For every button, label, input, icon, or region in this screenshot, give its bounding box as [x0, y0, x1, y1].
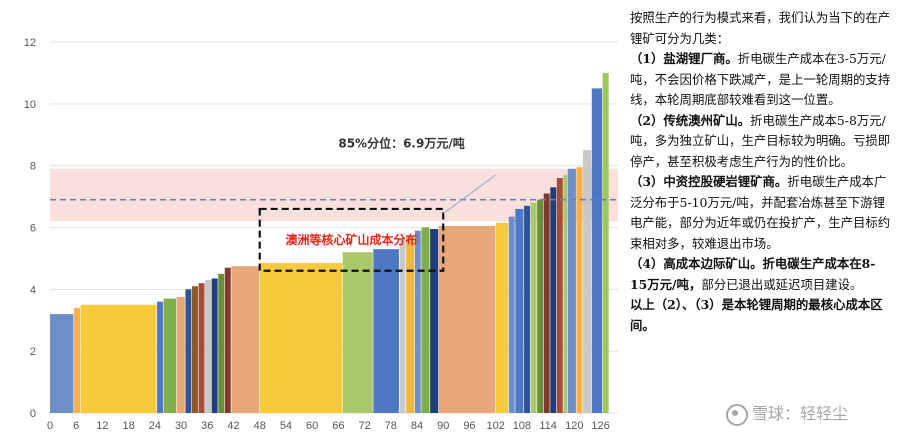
cost-bar: [563, 174, 568, 413]
cost-bar: [421, 227, 430, 413]
x-tick-label: 0: [47, 420, 53, 432]
cost-bar: [192, 286, 198, 413]
item-2-body: 折电碳生产成本5-8万元/吨，多为独立矿山，生产目标较为明确。亏损即停产，甚至积…: [630, 112, 891, 169]
y-tick-label: 4: [30, 284, 36, 296]
cost-bar: [556, 178, 563, 413]
cost-bar: [524, 205, 531, 413]
annotation-pointer: [445, 174, 496, 213]
x-tick-label: 108: [513, 420, 531, 432]
x-tick-label: 96: [463, 420, 475, 432]
cost-bar: [583, 150, 592, 414]
cost-bar: [218, 273, 225, 413]
item-2-title: （2）传统澳州矿山。: [630, 112, 751, 128]
side-commentary: 按照生产的行为模式来看，我们认为当下的在产锂矿可分为几类： （1）盐湖锂厂商。折…: [630, 8, 892, 336]
cost-bar: [602, 72, 609, 414]
x-tick-label: 120: [565, 420, 583, 432]
cost-bar: [591, 88, 603, 413]
x-tick-label: 66: [332, 420, 344, 432]
cost-bar: [231, 266, 260, 413]
summary-bold: 以上（2）、（3）是本轮锂周期的最核心成本区间。: [630, 297, 883, 333]
item-3-body: 折电碳生产成本广泛分布于5-10万元/吨，并配套冶炼甚至下游锂电产能，部分为近年…: [630, 174, 891, 251]
x-tick-label: 54: [280, 420, 292, 432]
item-3: （3）中资控股硬岩锂矿商。折电碳生产成本广泛分布于5-10万元/吨，并配套冶炼甚…: [630, 172, 892, 254]
cost-bar: [80, 304, 157, 413]
cost-bar: [567, 168, 576, 413]
cost-curve-chart: 85%分位：6.9万元/吨 澳洲等核心矿山成本分布 0 2 4 6 8 10 12 0 6 12 18…: [24, 37, 618, 432]
cost-bar: [550, 187, 557, 413]
y-tick-label: 0: [30, 408, 36, 420]
core-cost-annotation-label: 澳洲等核心矿山成本分布: [285, 232, 417, 247]
cost-bar: [406, 236, 415, 413]
intro-text: 按照生产的行为模式来看，我们认为当下的在产锂矿可分为几类：: [630, 10, 891, 46]
y-tick-label: 12: [24, 37, 36, 49]
cost-bar: [342, 252, 373, 413]
cost-bar: [508, 216, 515, 413]
y-tick-label: 10: [24, 99, 36, 111]
y-tick-label: 8: [30, 161, 36, 173]
item-3-title: （3）中资控股硬岩锂矿商。: [630, 174, 788, 189]
watermark: 雪球：轻轻尘: [726, 400, 848, 426]
cost-bar: [50, 314, 74, 413]
cost-bar: [373, 249, 399, 413]
x-tick-label: 36: [201, 420, 213, 432]
bars-layer: [50, 72, 609, 414]
cost-bar: [543, 193, 550, 413]
cost-bar: [163, 298, 177, 413]
x-tick-label: 78: [385, 420, 397, 432]
cost-bar: [576, 167, 583, 413]
x-tick-label: 30: [175, 420, 187, 432]
cost-bar: [224, 267, 231, 413]
cost-bar: [211, 278, 218, 413]
x-tick-label: 102: [486, 420, 504, 432]
item-2: （2）传统澳州矿山。折电碳生产成本5-8万元/吨，多为独立矿山，生产目标较为明确…: [630, 111, 892, 173]
x-tick-label: 114: [539, 420, 557, 432]
cost-bar: [430, 229, 439, 413]
watermark-text: 雪球：轻轻尘: [752, 404, 849, 423]
y-tick-label: 6: [30, 223, 36, 235]
cost-bar: [495, 222, 509, 413]
xueqiu-logo-icon: [726, 403, 748, 426]
cost-bar: [259, 263, 343, 413]
cost-bar: [74, 307, 80, 413]
cost-bar: [176, 297, 185, 413]
cost-bar: [530, 202, 537, 413]
x-tick-label: 12: [96, 420, 108, 432]
item-4: （4）高成本边际矿山。折电碳生产成本在8-15万元/吨，部分已退出或延迟项目建设…: [630, 254, 892, 295]
y-tick-label: 2: [30, 346, 36, 358]
x-tick-label: 84: [411, 420, 423, 432]
cost-bar: [185, 289, 192, 413]
x-tick-label: 42: [227, 420, 239, 432]
x-tick-label: 48: [254, 420, 266, 432]
cost-bar: [205, 280, 212, 413]
x-tick-label: 6: [73, 420, 79, 432]
item-4-body: 部分已退出或延迟项目建设。: [701, 276, 863, 292]
cost-bar: [157, 301, 163, 413]
cost-bar: [198, 283, 205, 413]
x-tick-label: 60: [306, 420, 318, 432]
item-1: （1）盐湖锂厂商。折电碳生产成本在3-5万元/吨，不会因价格下跌减产，是上一轮周…: [630, 49, 892, 111]
core-cost-annotation-box: [258, 207, 445, 272]
summary-text: 以上（2）、（3）是本轮锂周期的最核心成本区间。: [630, 295, 892, 336]
x-tick-label: 90: [437, 420, 449, 432]
cost-bar: [537, 199, 544, 413]
cost-bar: [438, 225, 496, 413]
cost-bar: [399, 239, 406, 413]
x-tick-label: 72: [358, 420, 370, 432]
cost-bar: [515, 208, 524, 413]
item-4-title-cont: 折电碳生产成本在8-15万元/吨，: [630, 256, 876, 292]
threshold-85-label: 85%分位：6.9万元/吨: [338, 136, 464, 151]
x-tick-label: 18: [123, 420, 135, 432]
item-1-body: 折电碳生产成本在3-5万元/吨，不会因价格下跌减产，是上一轮周期的支持线，本轮周…: [630, 51, 891, 107]
cost-bar: [414, 230, 421, 413]
x-tick-label: 24: [149, 420, 161, 432]
item-4-title: （4）高成本边际矿山。: [630, 256, 763, 271]
x-tick-label: 126: [591, 420, 609, 432]
item-1-title: （1）盐湖锂厂商。: [630, 51, 738, 66]
